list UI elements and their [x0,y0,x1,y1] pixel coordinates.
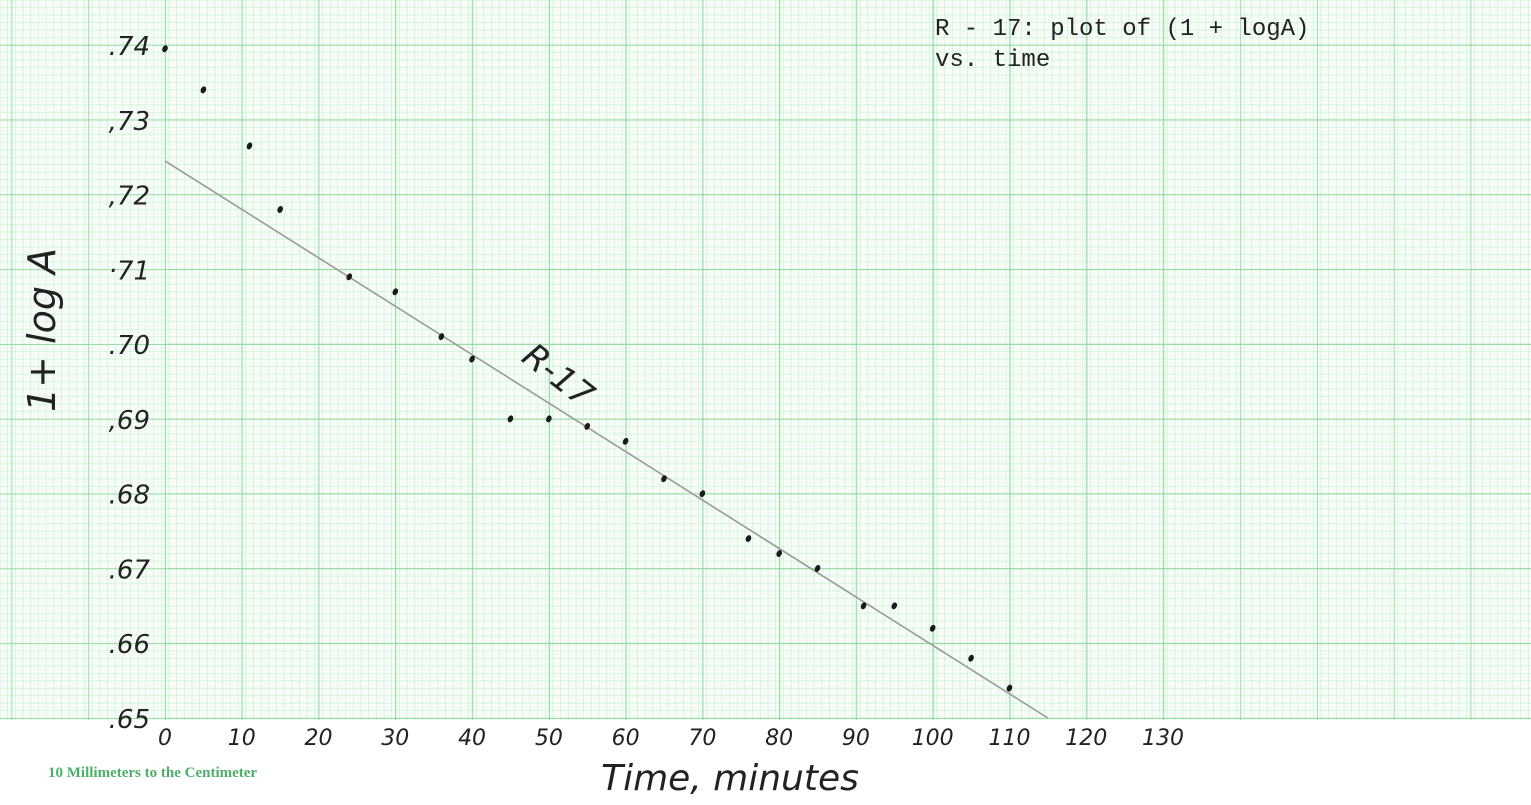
paper-label: 10 Millimeters to the Centimeter [48,765,257,781]
data-point [438,333,445,341]
data-point [814,565,821,572]
data-point [891,602,898,610]
fit-line [164,160,1049,719]
data-point [246,142,253,150]
data-point [776,550,782,557]
y-tick-label: .65 [109,705,150,735]
x-tick-label: 60 [612,726,640,751]
x-tick-label: 130 [1142,726,1184,751]
data-point [968,654,974,662]
data-point [200,86,207,94]
data-point [929,624,936,632]
data-point [546,415,552,423]
x-tick-label: 0 [158,726,172,751]
data-point [745,535,752,542]
data-point [277,206,283,213]
y-tick-label: .66 [109,630,150,660]
x-tick-label: 30 [381,726,409,751]
data-point [622,437,629,445]
y-tick-label: .70 [109,331,150,361]
x-tick-label: 110 [988,726,1030,751]
x-tick-label: 20 [305,726,333,751]
y-tick-label: ·71 [109,256,150,286]
x-tick-label: 90 [842,726,870,751]
y-tick-label: .74 [109,32,150,62]
data-point [392,288,399,296]
x-tick-label: 80 [765,726,793,751]
graph-paper-grid [0,0,1531,720]
chart-subtitle: vs. time [935,47,1050,74]
y-tick-label: ,69 [109,406,150,436]
data-point [860,602,867,610]
data-point [1006,684,1013,692]
chart-title: R - 17: plot of (1 + logA) [935,16,1309,43]
x-tick-label: 120 [1065,726,1107,751]
y-tick-label: ,73 [109,107,150,137]
data-point [699,490,706,498]
x-tick-label: 100 [912,726,954,751]
x-tick-label: 50 [535,726,563,751]
y-tick-label: .68 [109,481,150,511]
data-point [469,355,475,363]
y-tick-label: .67 [109,555,151,585]
data-point [584,422,591,430]
data-point [162,45,168,53]
x-axis-label: Time, minutes [601,758,859,799]
data-point [661,475,667,483]
y-axis-label: 1+ log A [20,248,64,412]
data-point [346,273,353,281]
data-point [507,415,514,423]
x-tick-label: 10 [228,726,256,751]
y-tick-label: ,72 [109,182,150,212]
x-tick-label: 70 [688,726,716,751]
x-tick-label: 40 [458,726,486,751]
